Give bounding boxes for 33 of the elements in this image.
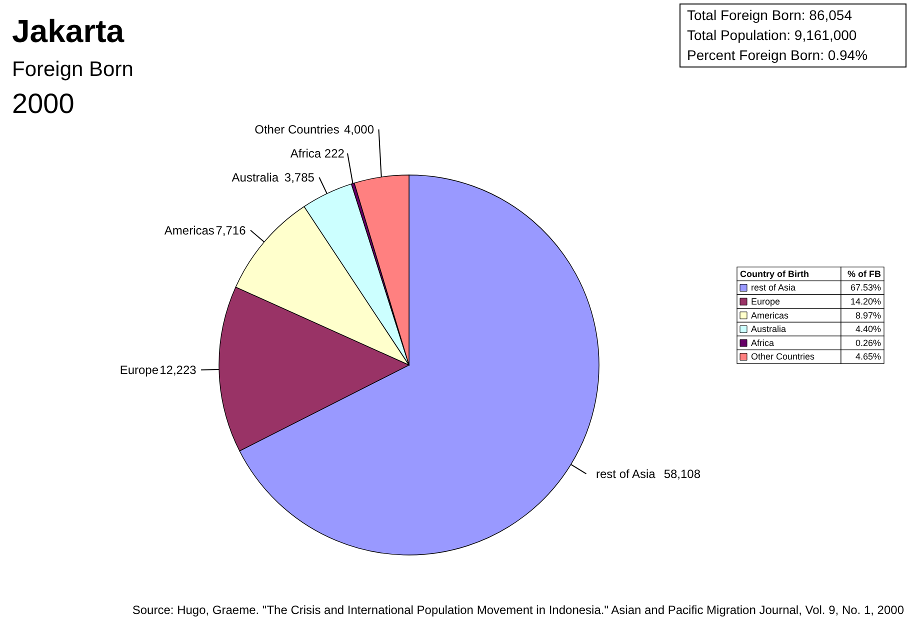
data-label: 4,000	[344, 122, 374, 136]
data-label: 7,716	[216, 223, 246, 238]
slice-label: Other Countries	[254, 122, 340, 136]
text: 4.40%	[855, 324, 881, 334]
text: 4.65%	[855, 352, 881, 362]
slice-label: Americas	[164, 223, 214, 238]
text: 0.26%	[855, 338, 881, 348]
slice-label: Africa	[290, 146, 322, 160]
text: 2000	[12, 88, 74, 119]
chart-subtitle: Foreign Born	[12, 58, 134, 81]
data-label: 222	[324, 146, 345, 160]
legend-label: rest of Asia	[751, 282, 796, 293]
legend-title: Country of Birth	[740, 268, 809, 279]
legend-label: Europe	[751, 296, 780, 306]
legend-label: Americas	[751, 310, 790, 320]
data-label: 3,785	[284, 170, 315, 184]
legend-label: Africa	[751, 338, 774, 348]
text: 67.53%	[850, 282, 881, 293]
slice-label: Europe	[120, 362, 159, 377]
text: Total Foreign Born: 86,054	[687, 7, 852, 23]
chart-title: Jakarta	[12, 13, 124, 49]
legend-label: Australia	[751, 324, 786, 334]
data-label: 12,223	[160, 362, 197, 377]
data-label: 58,108	[664, 466, 701, 481]
text: Percent Foreign Born: 0.94%	[687, 47, 868, 63]
text: % of FB	[848, 268, 882, 279]
slice-label: rest of Asia	[596, 466, 656, 481]
slice-label: Australia	[232, 170, 279, 184]
legend-label: Other Countries	[751, 352, 816, 362]
text: 8.97%	[855, 310, 881, 320]
text: Total Population: 9,161,000	[687, 27, 857, 43]
source-note: Source: Hugo, Graeme. "The Crisis and International Population Movement in Indonesia." Asian and Pacific Migration Journal, Vol. 9, No. 1, 2000	[132, 603, 904, 617]
text: 14.20%	[850, 296, 881, 306]
